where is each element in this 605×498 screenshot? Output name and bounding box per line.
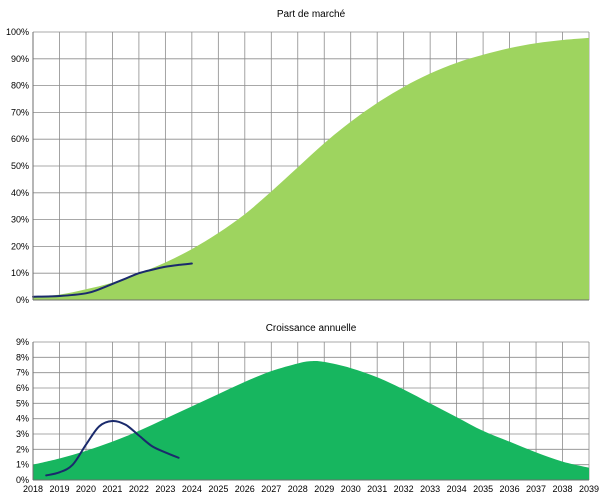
chart-2-x-tick-label: 2030 bbox=[341, 484, 361, 494]
chart-2-y-tick-label: 3% bbox=[16, 429, 29, 439]
chart-2-x-tick-label: 2024 bbox=[182, 484, 202, 494]
chart-1-y-tick-label: 0% bbox=[16, 295, 29, 305]
chart-2-x-tick-label: 2028 bbox=[288, 484, 308, 494]
chart-2-x-tick-label: 2020 bbox=[76, 484, 96, 494]
chart-2-x-tick-label: 2031 bbox=[367, 484, 387, 494]
chart-1-y-tick-label: 30% bbox=[11, 215, 29, 225]
chart-2-line-series bbox=[45, 419, 180, 477]
chart-2-x-tick-label: 2023 bbox=[155, 484, 175, 494]
chart-1-y-tick-label: 20% bbox=[11, 241, 29, 251]
chart-2-x-tick-label: 2036 bbox=[500, 484, 520, 494]
chart-2-x-tick-label: 2038 bbox=[553, 484, 573, 494]
chart-1-y-tick-label: 80% bbox=[11, 81, 29, 91]
chart-2-y-tick-label: 1% bbox=[16, 460, 29, 470]
chart-2-x-tick-label: 2026 bbox=[235, 484, 255, 494]
chart-2-x-tick-label: 2019 bbox=[49, 484, 69, 494]
chart-1-y-tick-label: 10% bbox=[11, 268, 29, 278]
chart-1-y-tick-label: 90% bbox=[11, 54, 29, 64]
chart-2-y-tick-label: 4% bbox=[16, 414, 29, 424]
chart-2-x-tick-label: 2022 bbox=[129, 484, 149, 494]
chart-2-y-tick-label: 2% bbox=[16, 444, 29, 454]
chart-1-y-tick-label: 70% bbox=[11, 107, 29, 117]
chart-2-y-tick-label: 6% bbox=[16, 383, 29, 393]
chart-2-y-tick-label: 7% bbox=[16, 368, 29, 378]
chart-1-y-tick-label: 40% bbox=[11, 188, 29, 198]
chart-2-x-tick-label: 2033 bbox=[420, 484, 440, 494]
chart-2-x-tick-label: 2027 bbox=[261, 484, 281, 494]
chart-2-x-tick-label: 2037 bbox=[526, 484, 546, 494]
chart-2-x-tick-label: 2034 bbox=[447, 484, 467, 494]
chart-2-x-tick-label: 2025 bbox=[208, 484, 228, 494]
chart-2-y-tick-label: 0% bbox=[16, 475, 29, 485]
chart-1-title: Part de marché bbox=[277, 9, 346, 20]
chart-1-y-tick-label: 60% bbox=[11, 134, 29, 144]
chart-2-x-tick-label: 2018 bbox=[23, 484, 43, 494]
chart-1-y-tick-label: 100% bbox=[6, 27, 29, 37]
chart-2-x-tick-label: 2035 bbox=[473, 484, 493, 494]
chart-2-area-series bbox=[33, 360, 589, 480]
chart-2-title: Croissance annuelle bbox=[266, 323, 357, 334]
chart-1-area-series bbox=[33, 37, 589, 301]
chart-2-y-tick-label: 8% bbox=[16, 352, 29, 362]
chart-1-line-series bbox=[32, 262, 193, 298]
chart-2-y-tick-label: 9% bbox=[16, 337, 29, 347]
chart-2-x-tick-label: 2032 bbox=[394, 484, 414, 494]
chart-2-x-tick-label: 2039 bbox=[579, 484, 599, 494]
chart-2-x-tick-label: 2021 bbox=[102, 484, 122, 494]
chart-2-x-tick-label: 2029 bbox=[314, 484, 334, 494]
chart-1-y-tick-label: 50% bbox=[11, 161, 29, 171]
chart-2-y-tick-label: 5% bbox=[16, 398, 29, 408]
